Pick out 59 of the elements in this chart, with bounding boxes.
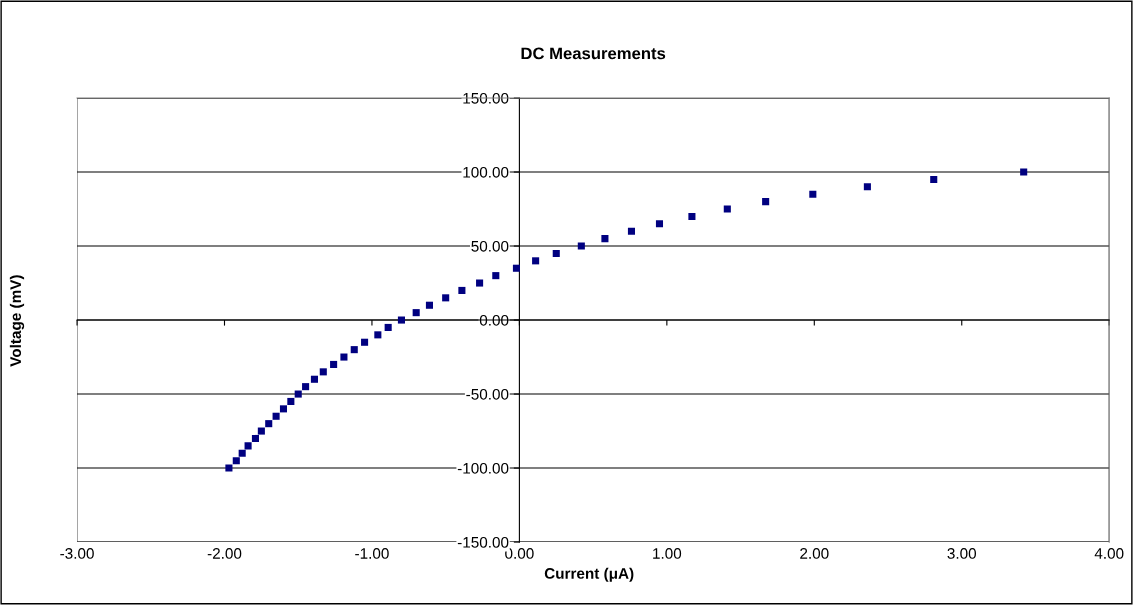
point (492, 272, 500, 280)
x-tick-label: -1.00 (355, 548, 389, 559)
point (762, 198, 770, 206)
point (532, 257, 540, 265)
point (251, 434, 259, 442)
y-tick-label: 0.00 (479, 314, 509, 326)
y-tick-label: -100.00 (457, 462, 509, 474)
point (476, 279, 484, 287)
point (244, 442, 252, 450)
x-tick-label: 1.00 (653, 548, 682, 559)
point (272, 412, 280, 420)
point (412, 309, 420, 317)
point (374, 331, 382, 339)
point (257, 427, 265, 435)
point (319, 368, 327, 376)
point (512, 264, 520, 272)
point (384, 323, 392, 331)
y-tick-label: 150.00 (463, 92, 509, 104)
point (310, 375, 318, 383)
point (552, 249, 560, 257)
x-tick-label: -2.00 (207, 548, 242, 559)
x-tick-label: 0.00 (505, 548, 534, 559)
y-tick-label: -150.00 (457, 536, 509, 548)
x-tick-label: 4.00 (1094, 548, 1124, 559)
y-tick-label: -50.00 (466, 388, 509, 400)
point (294, 390, 302, 398)
y-axis-title: Voltage (mV) (9, 275, 25, 367)
point (302, 383, 310, 391)
point (361, 338, 369, 346)
chart-title: DC Measurements (521, 47, 666, 60)
point (265, 420, 273, 428)
x-tick-label: -3.00 (60, 548, 94, 559)
point (655, 220, 664, 228)
point (442, 294, 450, 302)
point (688, 212, 696, 220)
point (340, 353, 348, 361)
point (279, 405, 288, 413)
x-tick-label: 2.00 (800, 548, 829, 559)
point (458, 286, 466, 294)
point (930, 175, 938, 183)
point (287, 397, 295, 405)
point (232, 457, 240, 465)
point (809, 190, 817, 198)
x-axis-title: Current (μA) (544, 567, 634, 582)
y-tick-label: 50.00 (471, 240, 509, 252)
point (863, 183, 871, 191)
y-tick-label: 100.00 (463, 166, 509, 178)
point (723, 205, 731, 213)
point (225, 464, 233, 472)
point (1020, 168, 1028, 176)
point (330, 360, 338, 368)
point (425, 301, 433, 309)
point (577, 242, 585, 250)
x-tick-label: 3.00 (947, 548, 977, 559)
point (397, 316, 405, 324)
point (601, 235, 609, 243)
point (350, 346, 358, 354)
point (238, 449, 246, 457)
point (627, 227, 635, 235)
